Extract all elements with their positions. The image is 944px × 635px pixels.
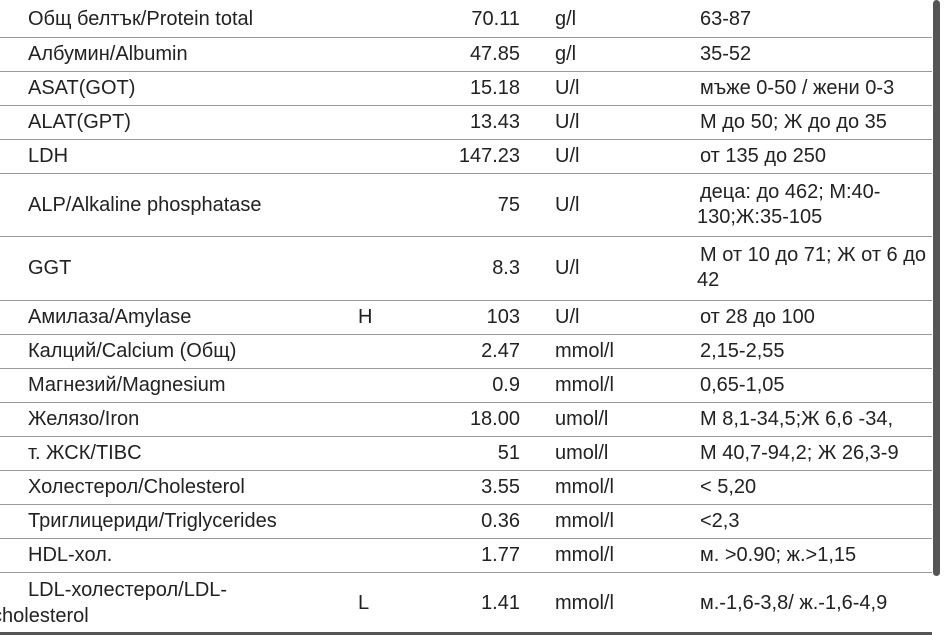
row-reference: 0,65-1,05 (700, 374, 785, 396)
row-unit: U/l (555, 193, 580, 216)
row-unit: mmol/l (555, 374, 614, 396)
row-unit: U/l (555, 77, 580, 99)
row-reference: деца: до 462; М:40-130;Ж:35-105 (697, 180, 881, 228)
row-reference: М от 10 до 71; Ж от 6 до 42 (697, 244, 927, 291)
row-value: 15.18 (469, 77, 520, 99)
row-divider (0, 470, 932, 471)
row-unit: U/l (555, 145, 580, 167)
row-value: 47.85 (469, 43, 520, 65)
scrollbar[interactable] (933, 0, 940, 576)
row-name: LDL-холестерол/LDL-cholesterol (0, 578, 228, 627)
row-unit: mmol/l (555, 510, 614, 532)
row-name: Холестерол/Cholesterol (28, 476, 245, 498)
row-name: GGT (28, 257, 72, 279)
row-divider (0, 236, 932, 237)
row-unit: U/l (555, 111, 580, 133)
row-name: HDL-хол. (28, 544, 113, 566)
row-divider (0, 572, 932, 573)
row-unit: U/l (555, 306, 580, 328)
row-reference: мъже 0-50 / жени 0-3 (700, 77, 895, 99)
row-unit: mmol/l (555, 544, 614, 566)
row-value: 0.9 (492, 374, 520, 396)
row-name: ASAT(GOT) (28, 77, 136, 99)
row-reference: м.-1,6-3,8/ ж.-1,6-4,9 (700, 591, 888, 614)
row-value: 51 (497, 442, 520, 464)
row-value: 1.77 (481, 544, 520, 566)
row-flag: L (358, 591, 370, 614)
row-divider (0, 105, 932, 106)
row-reference: 63-87 (700, 7, 752, 30)
row-reference: <2,3 (700, 510, 740, 532)
row-unit: umol/l (555, 442, 609, 464)
row-reference: 2,15-2,55 (700, 340, 785, 362)
row-divider (0, 71, 932, 72)
row-name: т. ЖСК/TIBC (28, 442, 142, 464)
row-value: 13.43 (469, 111, 520, 133)
row-flag: H (358, 306, 373, 328)
row-name: Калций/Calcium (Общ) (28, 340, 237, 362)
row-divider (0, 538, 932, 539)
row-unit: g/l (555, 43, 577, 65)
row-value: 70.11 (471, 7, 520, 30)
row-reference: М до 50; Ж до до 35 (700, 111, 887, 133)
row-reference: М 8,1-34,5;Ж 6,6 -34, (700, 408, 894, 430)
row-value: 3.55 (481, 476, 520, 498)
row-unit: umol/l (555, 408, 609, 430)
row-divider (0, 402, 932, 403)
row-name: Амилаза/Amylase (28, 306, 192, 328)
row-name: Триглицериди/Triglycerides (28, 510, 277, 532)
row-divider (0, 300, 932, 301)
row-unit: g/l (555, 7, 577, 30)
row-value: 8.3 (492, 257, 520, 279)
row-divider (0, 368, 932, 369)
row-divider (0, 173, 932, 174)
row-reference: 35-52 (700, 43, 752, 65)
row-value: 1.41 (481, 591, 520, 614)
row-name: ALAT(GPT) (28, 111, 131, 133)
table-bottom-border (0, 632, 932, 635)
row-value: 147.23 (458, 145, 520, 167)
row-unit: mmol/l (555, 591, 614, 614)
row-value: 103 (486, 306, 520, 328)
row-value: 18.00 (469, 408, 520, 430)
row-name: ALP/Alkaline phosphatase (28, 193, 262, 216)
row-reference: от 135 до 250 (700, 145, 827, 167)
row-reference: М 40,7-94,2; Ж 26,3-9 (700, 442, 899, 464)
row-divider (0, 436, 932, 437)
row-name: LDH (28, 145, 69, 167)
row-reference: м. >0.90; ж.>1,15 (700, 544, 857, 566)
row-value: 75 (497, 193, 520, 216)
row-value: 2.47 (481, 340, 520, 362)
row-divider (0, 504, 932, 505)
row-reference: от 28 до 100 (700, 306, 815, 328)
row-name: Магнезий/Magnesium (28, 374, 226, 396)
row-divider (0, 334, 932, 335)
row-name: Общ белтък/Protein total (28, 7, 254, 30)
row-unit: mmol/l (555, 340, 614, 362)
row-divider (0, 37, 932, 38)
row-unit: U/l (555, 257, 580, 279)
row-name: Желязо/Iron (28, 408, 140, 430)
row-reference: < 5,20 (700, 476, 757, 498)
row-unit: mmol/l (555, 476, 614, 498)
row-value: 0.36 (481, 510, 520, 532)
row-divider (0, 139, 932, 140)
row-name: Албумин/Albumin (28, 43, 188, 65)
